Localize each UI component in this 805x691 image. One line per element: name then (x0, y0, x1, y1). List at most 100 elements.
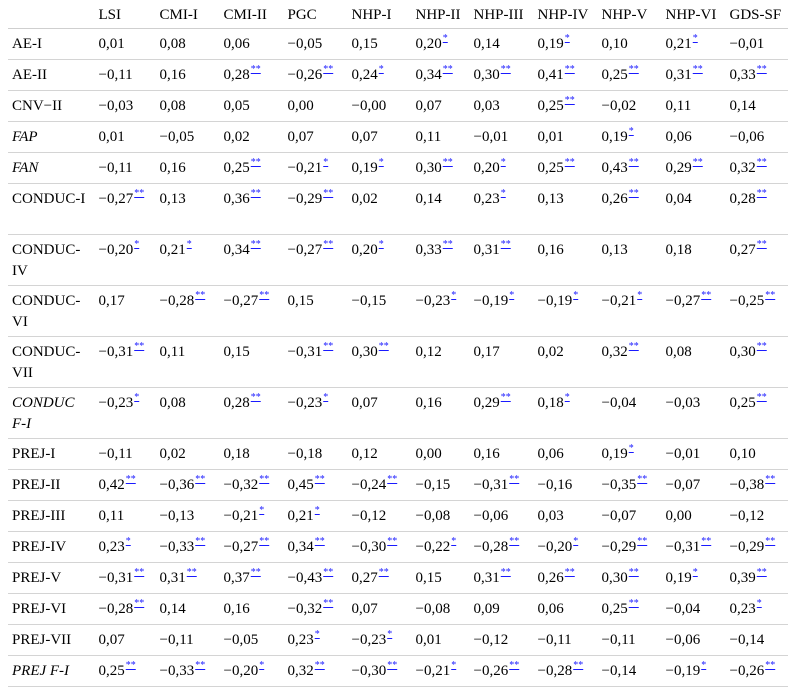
significance-marker[interactable]: ** (125, 659, 136, 671)
significance-marker[interactable]: ** (134, 340, 145, 352)
significance-marker[interactable]: ** (756, 340, 767, 352)
significance-marker[interactable]: * (564, 391, 570, 403)
significance-marker[interactable]: ** (500, 238, 511, 250)
significance-marker[interactable]: ** (195, 659, 206, 671)
significance-marker[interactable]: ** (756, 63, 767, 75)
significance-marker[interactable]: ** (756, 391, 767, 403)
significance-marker[interactable]: * (451, 659, 457, 671)
significance-marker[interactable]: ** (628, 156, 639, 168)
significance-marker[interactable]: * (314, 628, 320, 640)
significance-marker[interactable]: ** (259, 535, 270, 547)
significance-marker[interactable]: ** (765, 473, 776, 485)
significance-marker[interactable]: ** (195, 535, 206, 547)
significance-marker[interactable]: ** (637, 535, 648, 547)
significance-marker[interactable]: ** (564, 566, 575, 578)
significance-marker[interactable]: ** (509, 473, 520, 485)
significance-marker[interactable]: ** (250, 391, 261, 403)
significance-marker[interactable]: ** (628, 597, 639, 609)
significance-marker[interactable]: ** (387, 535, 398, 547)
significance-marker[interactable]: * (259, 504, 265, 516)
significance-marker[interactable]: ** (134, 566, 145, 578)
significance-marker[interactable]: ** (134, 187, 145, 199)
significance-marker[interactable]: * (701, 659, 707, 671)
significance-marker[interactable]: ** (756, 156, 767, 168)
significance-marker[interactable]: * (378, 63, 384, 75)
significance-marker[interactable]: ** (378, 566, 389, 578)
significance-marker[interactable]: ** (628, 566, 639, 578)
significance-marker[interactable]: ** (134, 597, 145, 609)
significance-marker[interactable]: ** (701, 535, 712, 547)
significance-marker[interactable]: ** (323, 340, 334, 352)
significance-marker[interactable]: ** (378, 340, 389, 352)
significance-marker[interactable]: * (628, 442, 634, 454)
significance-marker[interactable]: ** (323, 566, 334, 578)
significance-marker[interactable]: * (628, 125, 634, 137)
significance-marker[interactable]: * (500, 187, 506, 199)
significance-marker[interactable]: ** (314, 659, 325, 671)
significance-marker[interactable]: * (573, 289, 579, 301)
significance-marker[interactable]: ** (442, 156, 453, 168)
significance-marker[interactable]: * (186, 238, 192, 250)
significance-marker[interactable]: ** (442, 238, 453, 250)
significance-marker[interactable]: ** (628, 187, 639, 199)
significance-marker[interactable]: ** (765, 535, 776, 547)
significance-marker[interactable]: ** (765, 659, 776, 671)
significance-marker[interactable]: ** (195, 473, 206, 485)
significance-marker[interactable]: ** (323, 597, 334, 609)
significance-marker[interactable]: ** (756, 187, 767, 199)
significance-marker[interactable]: ** (323, 238, 334, 250)
significance-marker[interactable]: ** (509, 535, 520, 547)
significance-marker[interactable]: * (134, 238, 140, 250)
significance-marker[interactable]: * (756, 597, 762, 609)
significance-marker[interactable]: * (573, 535, 579, 547)
significance-marker[interactable]: ** (259, 473, 270, 485)
significance-marker[interactable]: * (387, 628, 393, 640)
significance-marker[interactable]: ** (442, 63, 453, 75)
significance-marker[interactable]: ** (509, 659, 520, 671)
significance-marker[interactable]: ** (259, 289, 270, 301)
significance-marker[interactable]: ** (628, 340, 639, 352)
significance-marker[interactable]: * (692, 32, 698, 44)
significance-marker[interactable]: ** (637, 473, 648, 485)
significance-marker[interactable]: ** (186, 566, 197, 578)
significance-marker[interactable]: * (451, 535, 457, 547)
significance-marker[interactable]: ** (692, 63, 703, 75)
significance-marker[interactable]: ** (250, 156, 261, 168)
significance-marker[interactable]: * (314, 504, 320, 516)
significance-marker[interactable]: ** (628, 63, 639, 75)
significance-marker[interactable]: ** (573, 659, 584, 671)
significance-marker[interactable]: ** (387, 473, 398, 485)
significance-marker[interactable]: ** (500, 566, 511, 578)
significance-marker[interactable]: * (134, 391, 140, 403)
significance-marker[interactable]: ** (564, 156, 575, 168)
significance-marker[interactable]: ** (692, 156, 703, 168)
significance-marker[interactable]: * (378, 156, 384, 168)
significance-marker[interactable]: ** (500, 391, 511, 403)
significance-marker[interactable]: * (692, 566, 698, 578)
significance-marker[interactable]: ** (500, 63, 511, 75)
significance-marker[interactable]: * (323, 391, 329, 403)
significance-marker[interactable]: * (442, 32, 448, 44)
significance-marker[interactable]: ** (564, 94, 575, 106)
significance-marker[interactable]: ** (250, 187, 261, 199)
significance-marker[interactable]: ** (250, 238, 261, 250)
significance-marker[interactable]: ** (756, 566, 767, 578)
significance-marker[interactable]: * (378, 238, 384, 250)
significance-marker[interactable]: ** (387, 659, 398, 671)
significance-marker[interactable]: * (125, 535, 131, 547)
significance-marker[interactable]: ** (701, 289, 712, 301)
significance-marker[interactable]: ** (765, 289, 776, 301)
significance-marker[interactable]: * (259, 659, 265, 671)
significance-marker[interactable]: ** (756, 238, 767, 250)
significance-marker[interactable]: ** (250, 63, 261, 75)
significance-marker[interactable]: ** (195, 289, 206, 301)
significance-marker[interactable]: ** (125, 473, 136, 485)
significance-marker[interactable]: * (451, 289, 457, 301)
significance-marker[interactable]: ** (314, 473, 325, 485)
significance-marker[interactable]: * (500, 156, 506, 168)
significance-marker[interactable]: ** (564, 63, 575, 75)
significance-marker[interactable]: ** (323, 63, 334, 75)
significance-marker[interactable]: ** (314, 535, 325, 547)
significance-marker[interactable]: * (323, 156, 329, 168)
significance-marker[interactable]: * (564, 32, 570, 44)
